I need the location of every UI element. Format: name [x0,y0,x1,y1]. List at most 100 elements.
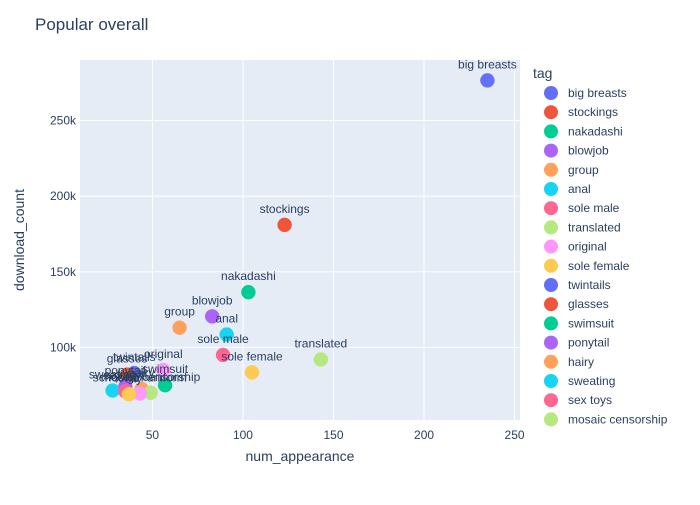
y-tick-label: 250k [50,114,77,128]
legend-label: anal [568,182,591,196]
legend-marker [544,278,558,292]
y-tick-label: 200k [50,189,77,203]
point-label: big breasts [458,57,517,71]
legend-label: sole female [568,259,630,273]
legend-item[interactable]: sole female [544,258,630,273]
legend-item[interactable]: group [544,162,599,177]
point-label: schoolgirl uniform [93,371,187,385]
x-axis-title: num_appearance [246,448,355,464]
legend-item[interactable]: glasses [544,297,609,312]
point-label: blowjob [192,293,233,307]
x-tick-label: 250 [505,428,525,442]
legend-item[interactable]: blowjob [544,143,609,158]
legend-item[interactable]: anal [544,182,591,196]
y-axis-title: download_count [11,189,27,291]
point-label: sole female [221,349,283,363]
legend-marker [544,316,558,331]
legend-marker [544,393,558,408]
legend-label: hairy [568,355,594,369]
legend-marker [544,374,558,388]
legend-label: swimsuit [568,316,615,330]
legend-label: group [568,163,599,177]
data-point [244,365,260,380]
point-label: swimsuit [142,362,189,376]
data-point [480,73,495,88]
y-tick-label: 150k [50,265,77,279]
point-label: glasses [107,352,148,366]
legend-marker [544,201,558,216]
legend-item[interactable]: mosaic censorship [544,412,668,427]
legend-label: sex toys [568,393,612,407]
data-point [241,284,256,300]
data-point [157,377,173,393]
point-label: group [164,305,195,319]
axis-ticks: 50 100 150 200 250 100k 150k 200k 250k [50,114,525,442]
legend-item[interactable]: sole male [544,201,620,216]
legend-title: tag [533,65,552,81]
legend-marker [544,86,558,100]
data-point [204,309,220,324]
legend-label: sweating [568,374,615,388]
legend-marker [544,105,558,120]
legend-item[interactable]: translated [544,220,621,235]
legend-marker [544,239,558,254]
data-point [121,387,137,402]
legend-item[interactable]: nakadashi [544,124,623,139]
grid-lines [80,60,520,420]
point-label: stockings [260,202,310,216]
legend-label: sole male [568,201,620,215]
legend-label: ponytail [568,336,609,350]
legend-item[interactable]: hairy [544,354,594,369]
legend-item[interactable]: swimsuit [544,316,615,331]
point-label: sweating [89,368,136,382]
point-label: ponytail [105,364,146,378]
legend[interactable]: big breasts stockings nakadashi blowjob grou… [544,86,668,427]
plot-area [80,60,520,420]
legend-label: glasses [568,297,609,311]
data-point [313,352,329,367]
legend-item[interactable]: big breasts [544,86,627,100]
data-point [277,217,292,233]
legend-marker [544,182,558,196]
point-label: x-ray [116,371,143,385]
legend-label: original [568,240,607,254]
data-point [105,383,120,398]
legend-marker [544,354,558,369]
legend-label: stockings [568,105,618,119]
point-label: sex toys [103,368,147,382]
legend-marker [544,220,558,235]
legend-label: translated [568,220,621,234]
legend-marker [544,143,558,158]
point-label: hairy [129,366,155,380]
legend-item[interactable]: sweating [544,374,615,388]
legend-marker [544,297,558,312]
chart-title: Popular overall [35,15,148,34]
legend-item[interactable]: original [544,239,607,254]
legend-label: twintails [568,278,611,292]
data-points [105,73,495,402]
point-label: twintails [113,350,156,364]
point-label: mosaic censorship [101,370,201,384]
data-point [215,347,231,363]
x-tick-label: 200 [414,428,434,442]
legend-marker [544,258,558,273]
point-labels: big breasts stockings nakadashi blowjobgrou… [89,57,517,385]
data-point [172,320,187,335]
x-tick-label: 50 [146,428,160,442]
point-label: anal [215,312,238,326]
point-label: sole male [197,332,249,346]
legend-item[interactable]: twintails [544,278,611,292]
legend-label: mosaic censorship [568,412,668,426]
legend-item[interactable]: sex toys [544,393,612,408]
legend-label: nakadashi [568,124,623,138]
x-tick-label: 100 [233,428,253,442]
data-point [219,327,234,342]
data-point [156,362,171,378]
legend-item[interactable]: ponytail [544,335,609,350]
legend-item[interactable]: stockings [544,105,618,120]
point-label: original [144,347,183,361]
legend-marker [544,335,558,350]
point-label: nakadashi [221,269,276,283]
